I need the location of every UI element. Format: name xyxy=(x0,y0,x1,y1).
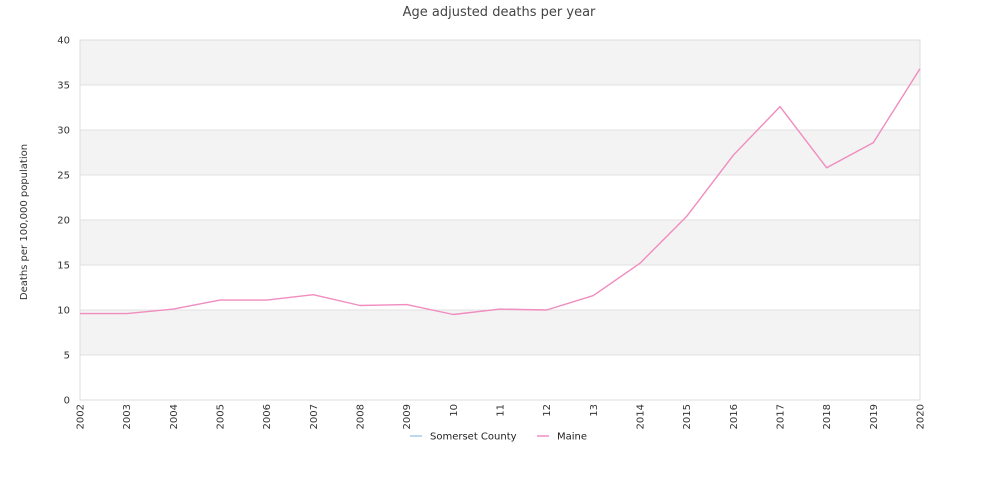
y-tick-label: 0 xyxy=(64,396,70,407)
x-tick-label: 2003 xyxy=(122,404,133,429)
x-tick-label: 2018 xyxy=(822,404,833,429)
y-axis-label: Deaths per 100,000 population xyxy=(19,144,30,300)
y-tick-label: 30 xyxy=(57,126,70,137)
grid-band xyxy=(80,175,920,220)
y-tick-label: 35 xyxy=(57,81,70,92)
grid-band xyxy=(80,265,920,310)
grid-band xyxy=(80,130,920,175)
x-tick-label: 2017 xyxy=(776,404,787,429)
series-line xyxy=(80,68,921,316)
x-tick-label: 2019 xyxy=(869,404,880,429)
x-tick-label: 2006 xyxy=(262,404,273,429)
x-tick-label: 2009 xyxy=(402,404,413,429)
plot-border xyxy=(79,39,921,401)
x-tick-label: 2002 xyxy=(76,404,87,429)
legend-label: Maine xyxy=(557,432,587,443)
plot-frame xyxy=(79,39,921,401)
y-tick-label: 40 xyxy=(57,36,70,47)
legend-label: Somerset County xyxy=(430,432,517,443)
x-tick-label: 2008 xyxy=(356,404,367,429)
grid-band xyxy=(80,220,920,265)
chart-title: Age adjusted deaths per year xyxy=(403,5,596,20)
legend: Somerset County Maine xyxy=(410,432,587,443)
x-tick-label: 2004 xyxy=(169,404,180,429)
x-tick-label: 2007 xyxy=(309,404,320,429)
grid-band xyxy=(80,310,920,355)
x-tick-label: 2005 xyxy=(216,404,227,429)
x-tick-label: 10 xyxy=(449,404,460,417)
y-axis-ticks: 0 5 10 15 20 25 30 35 40 xyxy=(57,36,70,407)
x-axis-ticks: 2002 2003 2004 2005 2006 2007 2008 2009 10 11 12 13… xyxy=(76,404,927,429)
x-tick-label: 2015 xyxy=(682,404,693,429)
series-lines xyxy=(80,68,921,316)
grid-band xyxy=(80,40,920,85)
grid-band xyxy=(80,85,920,130)
x-tick-label: 2016 xyxy=(729,404,740,429)
grid-bands xyxy=(80,40,920,400)
x-tick-label: 11 xyxy=(496,404,507,417)
x-tick-label: 12 xyxy=(542,404,553,417)
x-tick-label: 13 xyxy=(589,404,600,417)
y-tick-label: 5 xyxy=(64,351,70,362)
grid-band xyxy=(80,355,920,400)
y-tick-label: 20 xyxy=(57,216,70,227)
x-tick-label: 2014 xyxy=(636,404,647,429)
y-tick-label: 25 xyxy=(57,171,70,182)
y-tick-label: 15 xyxy=(57,261,70,272)
y-tick-label: 10 xyxy=(57,306,70,317)
x-tick-label: 2020 xyxy=(916,404,927,429)
